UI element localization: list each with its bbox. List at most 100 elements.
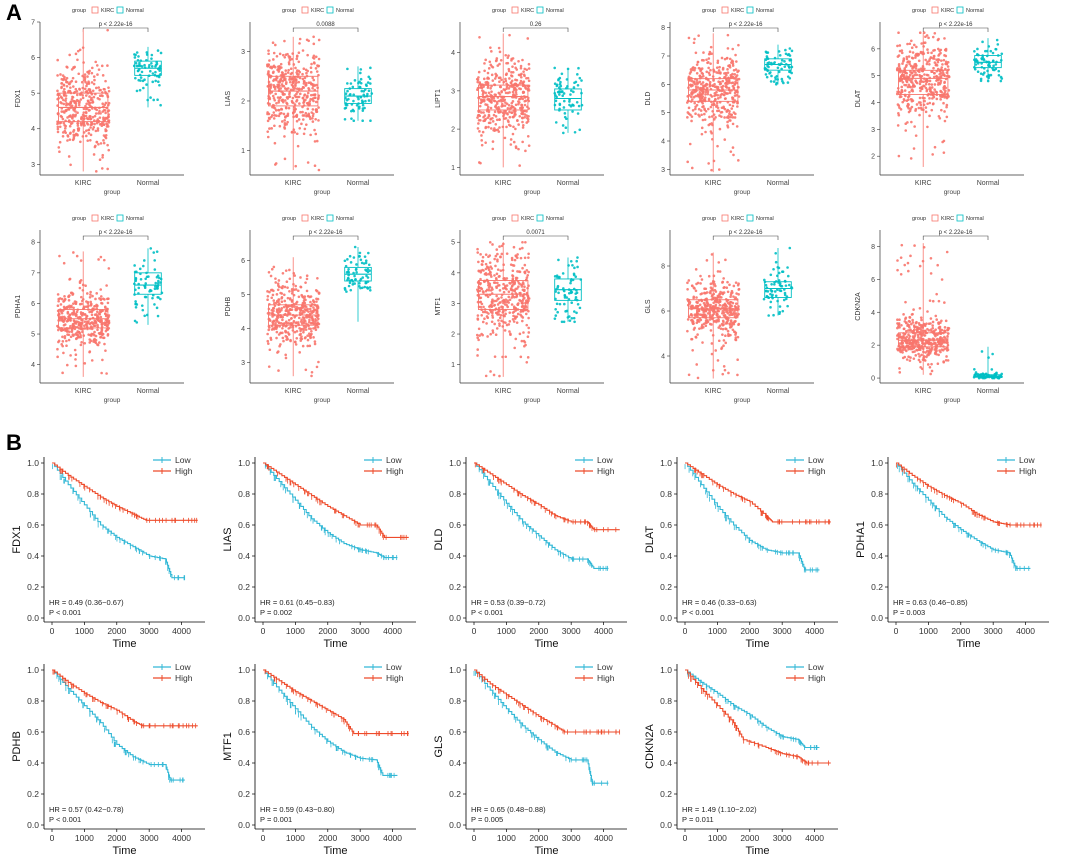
- jitter-point: [511, 57, 515, 60]
- jitter-point: [498, 322, 501, 325]
- jitter-point: [724, 75, 727, 79]
- jitter-point: [714, 290, 718, 293]
- jitter-point: [490, 267, 494, 270]
- jitter-point: [716, 61, 720, 65]
- jitter-point: [156, 295, 159, 299]
- jitter-point: [477, 338, 480, 342]
- jitter-point: [499, 85, 503, 89]
- legend: group KIRC Normal: [702, 214, 774, 222]
- jitter-point: [298, 351, 301, 354]
- jitter-point: [724, 85, 728, 89]
- y-axis-label: GLS: [645, 299, 652, 313]
- jitter-point: [527, 62, 531, 66]
- y-tick-label: 4: [661, 139, 665, 146]
- jitter-point: [690, 166, 694, 170]
- jitter-point: [482, 111, 485, 114]
- jitter-point: [706, 90, 710, 94]
- jitter-point: [716, 144, 719, 148]
- jitter-point: [272, 319, 276, 323]
- jitter-point: [917, 106, 921, 110]
- jitter-point: [156, 274, 160, 277]
- jitter-point: [719, 111, 723, 114]
- jitter-point: [928, 63, 931, 66]
- jitter-point: [523, 103, 527, 107]
- jitter-point: [718, 127, 722, 131]
- jitter-point: [298, 42, 301, 45]
- jitter-point: [936, 47, 940, 51]
- jitter-point: [310, 321, 314, 325]
- group-kirc: [895, 31, 951, 167]
- jitter-point: [477, 76, 480, 79]
- jitter-point: [369, 82, 372, 85]
- jitter-point: [306, 107, 310, 111]
- jitter-point: [718, 303, 722, 307]
- jitter-point: [85, 102, 88, 106]
- jitter-point: [914, 62, 918, 66]
- jitter-point: [303, 295, 307, 298]
- jitter-point: [942, 360, 945, 363]
- jitter-point: [313, 342, 317, 346]
- jitter-point: [72, 137, 76, 140]
- jitter-point: [908, 42, 912, 46]
- jitter-point: [104, 101, 108, 105]
- jitter-point: [69, 114, 72, 117]
- y-tick-label: 2: [871, 343, 875, 350]
- jitter-point: [929, 56, 933, 59]
- jitter-point: [97, 143, 100, 146]
- jitter-point: [902, 327, 906, 331]
- jitter-point: [277, 333, 281, 336]
- jitter-point: [280, 66, 283, 69]
- jitter-point: [790, 49, 794, 53]
- jitter-point: [570, 316, 574, 320]
- jitter-point: [704, 109, 708, 113]
- jitter-point: [305, 71, 308, 75]
- jitter-point: [494, 72, 497, 76]
- box: [134, 272, 162, 295]
- jitter-point: [933, 48, 936, 52]
- jitter-point: [986, 69, 989, 73]
- jitter-point: [60, 77, 64, 81]
- jitter-point: [278, 96, 282, 100]
- legend-kirc-key: [91, 6, 99, 14]
- jitter-point: [313, 84, 316, 87]
- jitter-point: [476, 314, 480, 317]
- jitter-point: [526, 37, 530, 40]
- jitter-point: [726, 280, 729, 284]
- jitter-point: [707, 274, 711, 278]
- jitter-point: [286, 97, 290, 100]
- jitter-point: [303, 336, 307, 340]
- jitter-point: [273, 141, 277, 145]
- jitter-point: [503, 104, 507, 107]
- jitter-point: [295, 115, 298, 119]
- jitter-point: [702, 51, 705, 54]
- jitter-point: [772, 267, 775, 271]
- jitter-point: [72, 99, 75, 103]
- jitter-point: [916, 335, 920, 339]
- jitter-point: [776, 66, 780, 70]
- jitter-point: [721, 309, 725, 313]
- jitter-point: [106, 143, 109, 147]
- jitter-point: [735, 93, 738, 97]
- y-tick-label: 4: [661, 354, 665, 361]
- jitter-point: [708, 84, 712, 87]
- jitter-point: [365, 274, 368, 278]
- jitter-point: [925, 346, 929, 350]
- jitter-point: [899, 272, 903, 276]
- y-tick-label: 0: [871, 376, 875, 383]
- jitter-point: [352, 99, 355, 103]
- jitter-point: [485, 322, 488, 325]
- jitter-point: [495, 100, 499, 104]
- jitter-point: [508, 77, 511, 80]
- jitter-point: [692, 41, 696, 45]
- jitter-point: [933, 83, 937, 86]
- jitter-point: [289, 317, 293, 320]
- jitter-point: [313, 164, 317, 168]
- jitter-point: [523, 340, 527, 344]
- jitter-point: [315, 300, 318, 303]
- jitter-point: [723, 72, 726, 75]
- jitter-point: [364, 99, 367, 103]
- jitter-point: [361, 286, 364, 290]
- jitter-point: [945, 62, 949, 66]
